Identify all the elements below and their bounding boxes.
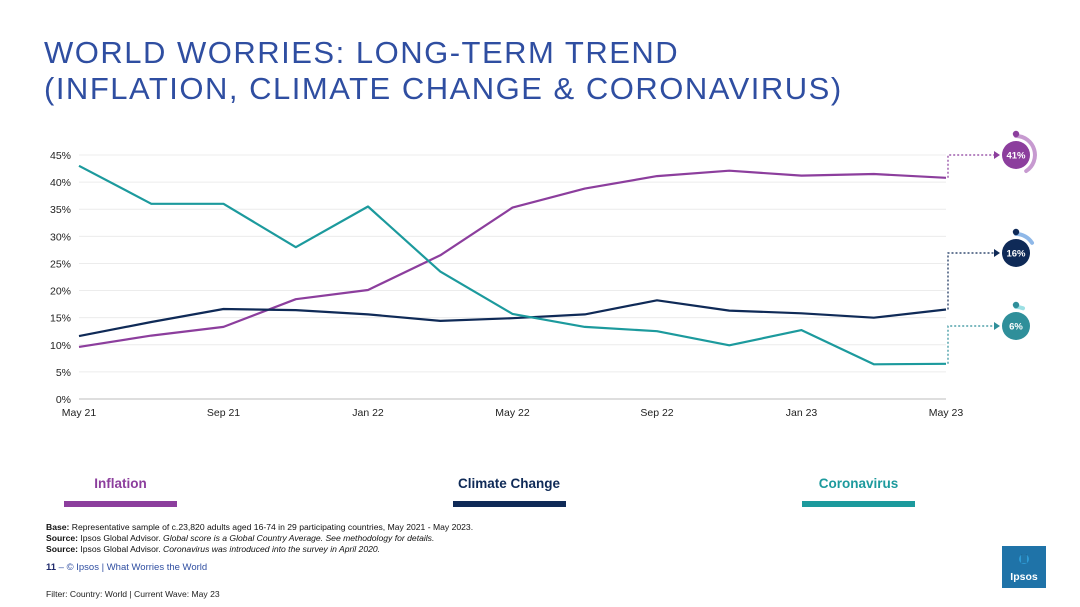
legend-swatch-coronavirus — [802, 501, 915, 507]
page-number: 11 — [46, 562, 57, 573]
y-tick-label: 40% — [50, 177, 71, 189]
badge-label-inflation: 41% — [1006, 151, 1026, 162]
y-tick-label: 35% — [50, 204, 71, 216]
series-line-inflation — [78, 169, 947, 348]
legend-label-climate-change: Climate Change — [457, 476, 561, 491]
legend-item-inflation: Inflation — [64, 476, 177, 507]
badge-circle-coronavirus — [1002, 312, 1030, 340]
series-line-climate-change — [78, 299, 947, 338]
gridlines — [79, 154, 946, 400]
badge-ring-dot-climate-change — [1012, 228, 1020, 236]
y-tick-label: 25% — [50, 258, 71, 270]
footnote-source-1: Source: Ipsos Global Advisor. Global sco… — [46, 533, 435, 544]
badge-ring-inflation — [1014, 134, 1037, 173]
footer: 11 – © Ipsos | What Worries the World — [46, 562, 207, 573]
badge-ring-dot-inflation — [1012, 130, 1020, 138]
badge-circle-climate-change — [1002, 239, 1030, 267]
axes: 0% 5% 10% 15% 20% 25% 30% 35% 40% 45% May 21 Sep 21… — [50, 150, 963, 419]
line-chart: 0% 5% 10% 15% 20% 25% 30% 35% 40% 45% May 21 Sep 21… — [50, 130, 1037, 419]
y-tick-label: 45% — [50, 150, 71, 162]
page-title: WORLD WORRIES: LONG-TERM TREND (INFLATIO… — [44, 35, 843, 107]
x-tick-label: Jan 22 — [352, 407, 384, 419]
badge-arrow-coronavirus — [994, 322, 1000, 330]
legend-swatch-inflation — [64, 501, 177, 507]
badge-circle-inflation — [1002, 141, 1030, 169]
legend-item-climate-change: Climate Change — [448, 476, 570, 507]
y-tick-label: 0% — [56, 394, 71, 406]
y-tick-label: 30% — [50, 231, 71, 243]
filter-text: Filter: Country: World | Current Wave: M… — [46, 589, 220, 599]
footer-separator: – — [56, 562, 67, 573]
ipsos-logo-text: Ipsos — [1010, 571, 1038, 583]
ipsos-logo: Ipsos — [1002, 546, 1046, 588]
badge-label-coronavirus: 6% — [1009, 322, 1023, 333]
footnote-source-2: Source: Ipsos Global Advisor. Coronaviru… — [46, 544, 381, 555]
x-tick-label: May 22 — [495, 407, 530, 419]
y-tick-label: 20% — [50, 286, 71, 298]
y-tick-label: 15% — [50, 313, 71, 325]
page-title-line-2: (INFLATION, CLIMATE CHANGE & CORONAVIRUS… — [44, 71, 843, 106]
x-tick-label: May 23 — [929, 407, 964, 419]
badge-connector-coronavirus — [947, 325, 994, 364]
end-value-badges: 41% 16% 6% — [947, 130, 1037, 364]
footer-copyright: © Ipsos | What Worries the World — [66, 562, 208, 573]
x-tick-label: May 21 — [62, 407, 97, 419]
legend-label-coronavirus: Coronavirus — [818, 476, 899, 491]
legend-swatch-climate-change — [452, 501, 566, 507]
series-line-coronavirus — [78, 164, 947, 366]
badge-connector-inflation — [947, 154, 994, 178]
badge-ring-dot-coronavirus — [1012, 301, 1020, 309]
x-tick-label: Sep 21 — [207, 407, 240, 419]
x-tick-label: Sep 22 — [640, 407, 673, 419]
badge-label-climate-change: 16% — [1006, 249, 1026, 260]
legend-label-inflation: Inflation — [94, 476, 147, 491]
footnotes: Base: Representative sample of c.23,820 … — [46, 522, 473, 556]
badge-arrow-inflation — [994, 151, 1000, 159]
y-tick-label: 5% — [56, 367, 71, 379]
badge-connector-climate-change — [947, 252, 994, 310]
badge-arrow-climate-change — [994, 249, 1000, 257]
series-lines — [78, 164, 947, 366]
footnote-base: Base: Representative sample of c.23,820 … — [46, 522, 474, 532]
x-tick-label: Jan 23 — [786, 407, 818, 419]
y-tick-label: 10% — [50, 340, 71, 352]
page-title-line-1: WORLD WORRIES: LONG-TERM TREND — [44, 35, 680, 70]
legend-item-coronavirus: Coronavirus — [802, 476, 915, 507]
ipsos-logo-mark-icon — [1019, 554, 1029, 564]
